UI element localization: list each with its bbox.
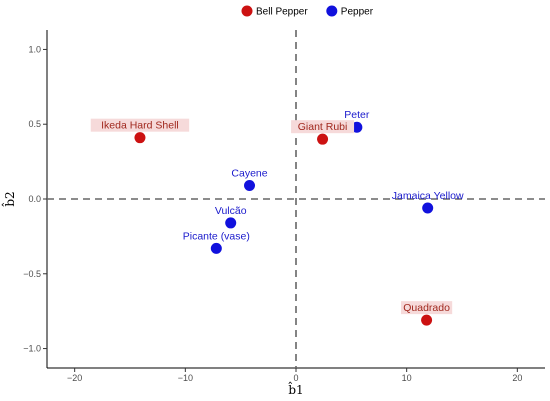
y-tick-label: −0.5 — [23, 269, 41, 279]
data-points — [134, 121, 434, 326]
point-label: Peter — [344, 109, 370, 121]
y-axis-title: b̂2 — [0, 191, 17, 206]
point-label: Vulcão — [215, 205, 247, 217]
x-tick-label: 0 — [293, 373, 298, 383]
data-point — [421, 314, 433, 326]
data-point — [351, 121, 363, 133]
point-label: Cayene — [231, 168, 267, 180]
point-label: Jamaica Yellow — [392, 190, 464, 202]
x-tick-label: 10 — [402, 373, 412, 383]
data-point — [317, 133, 329, 145]
legend-marker — [326, 5, 338, 17]
x-tick-label: 20 — [512, 373, 522, 383]
x-tick-label: −10 — [178, 373, 193, 383]
legend-marker — [241, 5, 253, 17]
point-label-bg — [400, 301, 453, 315]
y-tick-label: 1.0 — [28, 44, 41, 54]
y-tick-label: −1.0 — [23, 344, 41, 354]
data-point — [422, 202, 434, 214]
x-axis-title: b̂1 — [288, 380, 303, 397]
point-labels: Ikeda Hard Shell Giant Rubi Quadrado Peter C… — [90, 109, 464, 315]
legend-label: Bell Pepper — [256, 7, 308, 18]
y-tick-label: 0.5 — [28, 119, 41, 129]
point-label: Quadrado — [403, 302, 450, 314]
reference-lines — [47, 30, 545, 368]
point-label: Giant Rubi — [298, 121, 348, 133]
point-label: Picante (vase) — [183, 230, 250, 242]
y-tick-label: 0.0 — [28, 194, 41, 204]
data-point — [225, 217, 237, 229]
x-tick-label: −20 — [67, 373, 82, 383]
point-label: Ikeda Hard Shell — [101, 120, 179, 132]
data-point — [244, 180, 256, 192]
legend-label: Pepper — [341, 7, 374, 18]
point-label-bg — [90, 118, 190, 132]
data-point — [210, 242, 222, 254]
legend: Bell Pepper Pepper — [241, 5, 374, 18]
point-label-bg — [291, 120, 355, 134]
axes: −1.0 −0.5 0.0 0.5 1.0 −20 −10 0 10 20 — [23, 30, 545, 383]
data-point — [134, 132, 146, 144]
axis-titles: b̂1 b̂2 — [0, 191, 303, 397]
